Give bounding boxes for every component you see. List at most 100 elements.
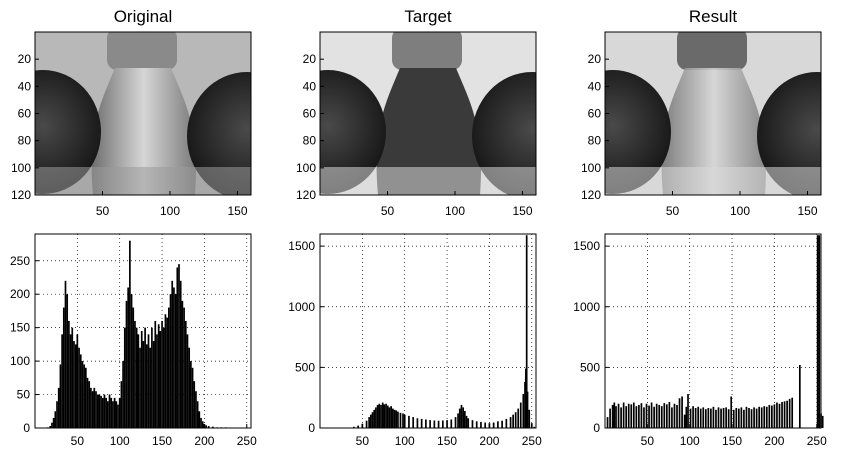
histogram-bar (77, 334, 79, 428)
x-tick-label: 100 (160, 204, 180, 218)
histogram-bar (104, 395, 106, 428)
bottle-base-band (320, 167, 536, 195)
y-tick-label: 20 (588, 52, 602, 66)
histogram-bar (192, 368, 194, 428)
histogram-bar (786, 401, 788, 428)
histogram-bar (515, 412, 517, 428)
histogram-bar (100, 396, 102, 428)
histogram-bar (373, 410, 375, 428)
histogram-bar (390, 406, 392, 428)
histogram-bar (129, 241, 131, 428)
histogram-bar (83, 364, 85, 428)
y-tick-label: 200 (10, 287, 30, 301)
histogram-bar (661, 406, 663, 428)
histogram-bar (630, 404, 632, 428)
x-tick-label: 50 (641, 434, 655, 448)
y-tick-label: 40 (303, 79, 317, 93)
histogram-bar (372, 412, 374, 428)
axes-frame (605, 234, 821, 428)
x-tick-label: 150 (437, 434, 457, 448)
histogram-bar (715, 410, 717, 428)
histogram-bar (501, 421, 503, 428)
bottle-base-band (35, 167, 251, 195)
y-tick-label: 1000 (288, 300, 315, 314)
x-tick-label: 100 (445, 204, 465, 218)
histogram-bar (377, 405, 379, 428)
histogram-bar (761, 407, 763, 428)
histogram-bar (73, 341, 75, 428)
histogram-bar (139, 348, 141, 428)
histogram-bar (679, 398, 681, 428)
y-tick-label: 50 (17, 388, 31, 402)
histogram-bar (70, 334, 72, 428)
histogram-bar (707, 408, 709, 428)
histogram-bar (375, 407, 377, 428)
histogram-bar (421, 419, 423, 428)
bottle-cap (392, 28, 462, 70)
histogram-bar (112, 401, 114, 428)
histogram-bar (763, 406, 765, 428)
histogram-bar (425, 420, 427, 428)
histogram-bar (702, 407, 704, 428)
histogram-bar (58, 388, 60, 428)
histogram-bar (78, 348, 80, 428)
histogram-bar (480, 422, 482, 428)
y-tick-label: 40 (588, 79, 602, 93)
histogram-bar (380, 405, 382, 428)
histogram-bar (497, 421, 499, 428)
y-tick-label: 120 (11, 188, 31, 202)
histogram-bar (141, 331, 143, 428)
y-tick-label: 100 (296, 161, 316, 175)
histogram-bar (620, 407, 622, 428)
histogram-bar (54, 411, 56, 428)
histogram-bar (368, 417, 370, 428)
histogram-bar (730, 396, 732, 428)
histogram-bar (200, 418, 202, 428)
x-tick-label: 200 (194, 434, 214, 448)
x-tick-label: 50 (96, 204, 110, 218)
histogram-bar (93, 388, 95, 428)
histogram-bar (193, 381, 195, 428)
histogram-bar (641, 403, 643, 428)
histogram-bar (658, 405, 660, 428)
histogram-bar (156, 334, 158, 428)
x-tick-label: 150 (512, 204, 532, 218)
x-tick-label: 50 (666, 204, 680, 218)
histogram-bar (53, 418, 55, 428)
histogram-bar (674, 404, 676, 428)
histogram-bar (188, 348, 190, 428)
y-tick-label: 100 (581, 161, 601, 175)
histogram-bar (385, 404, 387, 428)
x-tick-label: 250 (807, 434, 827, 448)
bottle-cap (677, 28, 747, 70)
y-tick-label: 20 (18, 52, 32, 66)
histogram-bar (510, 417, 512, 428)
y-tick-label: 80 (588, 134, 602, 148)
histogram-bar (506, 419, 508, 428)
histogram-bar (166, 318, 168, 428)
histogram-bar (656, 404, 658, 428)
histogram-bar (190, 361, 192, 428)
histogram-bar (175, 294, 177, 428)
histogram-bar (176, 267, 178, 428)
y-tick-label: 0 (23, 421, 30, 435)
histogram-bar (71, 328, 73, 428)
histogram-bar (720, 409, 722, 428)
histogram-bar (484, 423, 486, 428)
histogram-bar (450, 420, 452, 428)
histogram-bar (382, 403, 384, 428)
histogram-bar (791, 398, 793, 428)
histogram-bar (459, 409, 461, 428)
panel-title: Result (689, 7, 737, 26)
histogram-bar (146, 344, 148, 428)
y-tick-label: 1000 (573, 300, 600, 314)
histogram-bar (105, 398, 107, 428)
histogram-bar (95, 391, 97, 428)
histogram-bar (160, 331, 162, 428)
histogram-bar (389, 407, 391, 428)
histogram-bar (395, 410, 397, 428)
histogram-bar (121, 381, 123, 428)
